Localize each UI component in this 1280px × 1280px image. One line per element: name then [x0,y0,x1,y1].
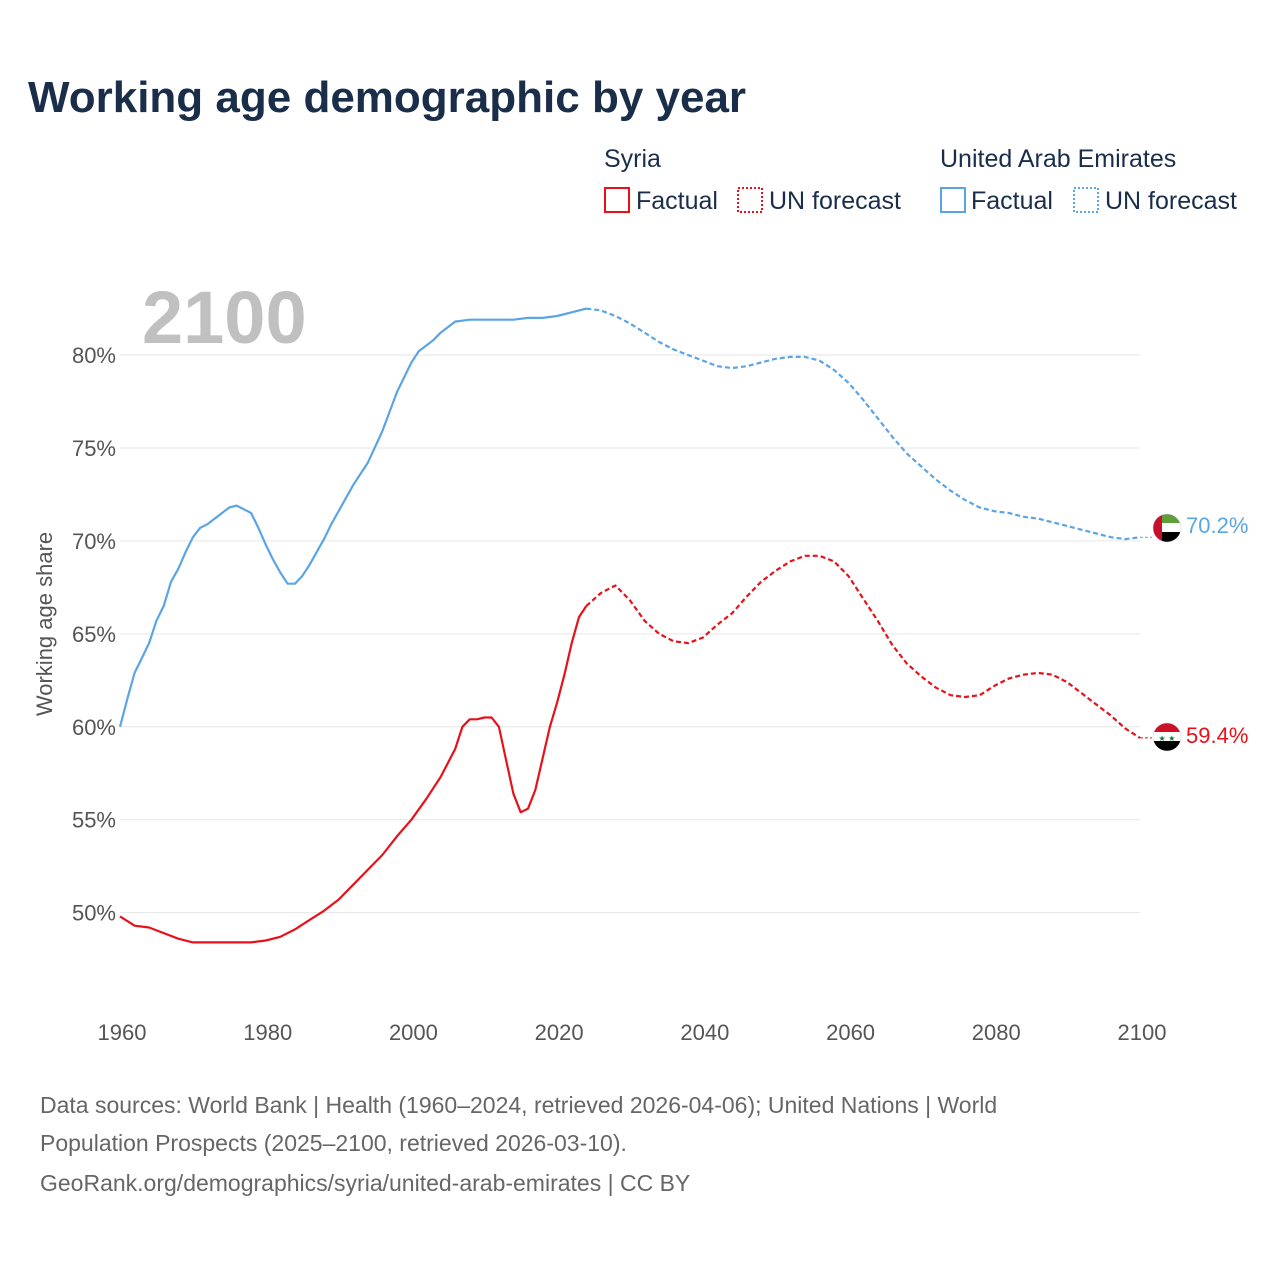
legend-group-uae: United Arab Emirates Factual UN forecast [940,145,1237,215]
syria-end-value-label: 59.4% [1186,723,1248,748]
uae-flag-icon [1153,514,1181,542]
syria-flag-icon: ★ ★ [1153,723,1181,751]
y-tick-label: 50% [72,901,116,926]
legend: Syria Factual UN forecast United Arab Em… [604,145,1237,215]
uae-end-value-label: 70.2% [1186,513,1248,538]
x-tick-label: 2100 [1118,1020,1167,1045]
year-watermark: 2100 [142,276,307,359]
uae-forecast-line[interactable] [586,307,1141,541]
y-tick-label: 75% [72,436,116,461]
footer-credit-link[interactable]: GeoRank.org/demographics/syria/united-ar… [40,1170,690,1196]
y-tick-label: 80% [72,343,116,368]
svg-text:★ ★: ★ ★ [1159,734,1176,743]
legend-group-syria: Syria Factual UN forecast [604,145,901,215]
legend-uae-factual-swatch[interactable] [940,187,966,213]
y-tick-label: 70% [72,529,116,554]
x-tick-label: 2080 [972,1020,1021,1045]
x-tick-label: 2000 [389,1020,438,1045]
series-lines [118,307,1152,944]
gridlines [120,354,1140,914]
legend-uae-forecast-label[interactable]: UN forecast [1105,187,1237,215]
x-tick-label: 2060 [826,1020,875,1045]
x-tick-label: 2040 [680,1020,729,1045]
x-tick-label: 2020 [535,1020,584,1045]
uae-flag-ring [1152,513,1182,543]
y-tick-label: 65% [72,622,116,647]
syria-forecast-line[interactable] [585,554,1141,739]
legend-syria-forecast-label[interactable]: UN forecast [769,187,901,215]
y-axis-label: Working age share [32,532,57,716]
syria-factual-line[interactable] [119,605,588,944]
footer-sources-line-1: Data sources: World Bank | Health (1960–… [40,1092,997,1118]
x-tick-label: 1960 [98,1020,147,1045]
legend-uae-factual-label[interactable]: Factual [971,187,1053,215]
chart-title: Working age demographic by year [28,73,746,122]
legend-syria-factual-label[interactable]: Factual [636,187,718,215]
legend-syria-heading: Syria [604,145,661,173]
legend-syria-forecast-swatch[interactable] [737,187,763,213]
x-axis-ticks: 1960 1980 2000 2020 2040 2060 2080 2100 [98,1020,1167,1045]
y-tick-label: 55% [72,808,116,833]
legend-uae-forecast-swatch[interactable] [1073,187,1099,213]
y-axis-ticks: 50% 55% 60% 65% 70% 75% 80% [72,343,116,926]
footer-sources-line-2: Population Prospects (2025–2100, retriev… [40,1130,627,1156]
legend-syria-factual-swatch[interactable] [604,187,630,213]
legend-uae-heading: United Arab Emirates [940,145,1176,173]
syria-flag-ring [1152,722,1182,752]
x-tick-label: 1980 [243,1020,292,1045]
uae-factual-line[interactable] [118,307,587,728]
y-tick-label: 60% [72,715,116,740]
